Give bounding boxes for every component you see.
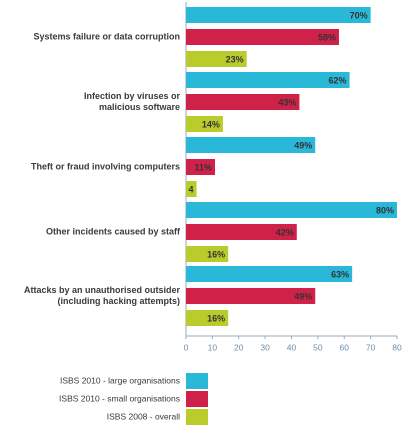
value-label: 16% [207,313,225,323]
x-tick-label: 60 [340,342,350,352]
value-label: 23% [226,54,244,64]
legend-swatch [186,391,208,407]
bar [186,224,297,240]
category-label: Attacks by an unauthorised outsider [24,285,181,295]
bar [186,202,397,218]
bar [186,181,197,197]
value-label: 70% [350,10,368,20]
category-label: Theft or fraud involving computers [31,161,180,171]
category-label: Systems failure or data corruption [33,31,180,41]
legend-swatch [186,409,208,425]
value-label: 63% [331,269,349,279]
value-label: 42% [276,227,294,237]
legend-label: ISBS 2010 - large organisations [60,375,180,385]
value-label: 62% [329,75,347,85]
bar [186,266,353,282]
value-label: 58% [318,32,336,42]
value-label: 43% [278,97,296,107]
legend-label: ISBS 2008 - overall [107,411,180,421]
bar [186,246,229,262]
bar [186,29,339,45]
category-label: malicious software [99,102,180,112]
bar [186,72,350,88]
x-tick-label: 20 [234,342,244,352]
bar [186,288,316,304]
bar [186,51,247,67]
category-label: (including hacking attempts) [57,296,180,306]
value-label: 49% [294,140,312,150]
value-label: 16% [207,249,225,259]
bar [186,310,229,326]
bar [186,7,371,23]
value-label: 4 [189,184,194,194]
x-tick-label: 50 [313,342,323,352]
legend-swatch [186,373,208,389]
value-label: 49% [294,291,312,301]
bar [186,159,216,175]
legend-label: ISBS 2010 - small organisations [59,393,180,403]
value-label: 11% [194,162,212,172]
x-tick-label: 0 [184,342,189,352]
value-label: 14% [202,119,220,129]
value-label: 80% [376,205,394,215]
bar [186,94,300,110]
x-tick-label: 10 [208,342,218,352]
bar [186,116,223,132]
x-tick-label: 40 [287,342,297,352]
x-tick-label: 80 [392,342,402,352]
category-label: Infection by viruses or [84,91,181,101]
x-tick-label: 30 [260,342,270,352]
x-tick-label: 70 [366,342,376,352]
category-label: Other incidents caused by staff [46,226,181,236]
bar [186,137,316,153]
